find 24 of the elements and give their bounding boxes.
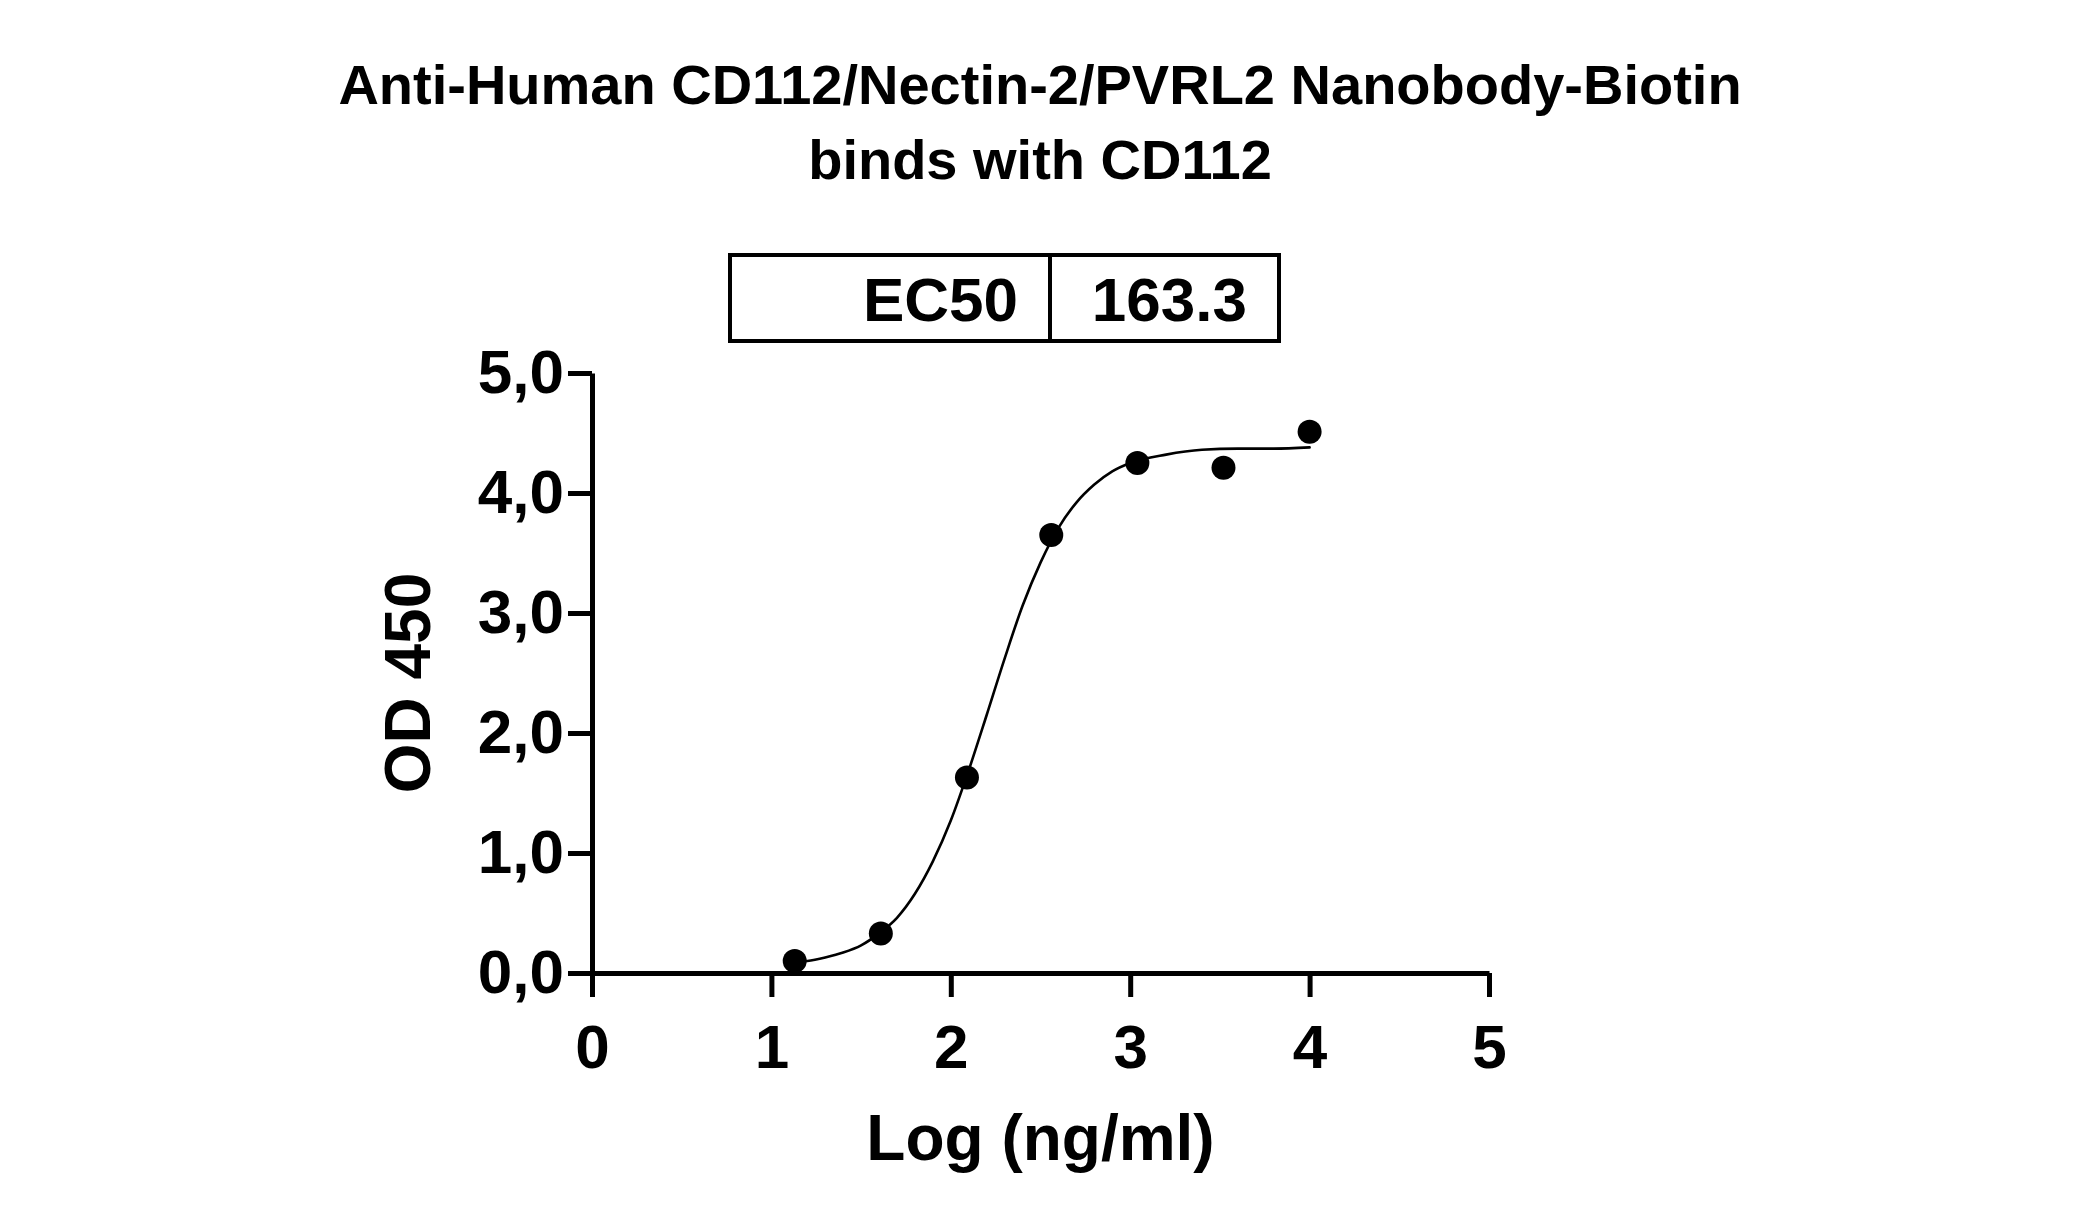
y-tick-label: 5,0 <box>477 337 564 407</box>
x-tick-label: 4 <box>1292 1012 1328 1082</box>
x-tick-label: 3 <box>1113 1012 1148 1082</box>
y-tick-label: 2,0 <box>477 697 564 767</box>
point <box>1125 451 1150 475</box>
point <box>1039 523 1064 547</box>
x-tick-label: 1 <box>754 1012 790 1082</box>
y-tick-label: 3,0 <box>477 577 564 647</box>
point <box>868 921 893 946</box>
x-tick-label: 2 <box>934 1012 969 1082</box>
point <box>954 765 979 790</box>
y-tick-label: 4,0 <box>477 457 564 527</box>
x-axis-title: Log (ng/ml) <box>866 1102 1215 1174</box>
text: EC50 <box>862 265 1018 334</box>
y-axis-title: OD 450 <box>372 572 444 794</box>
y-tick-label: 1,0 <box>477 817 564 887</box>
point <box>782 949 807 973</box>
point <box>1297 419 1322 444</box>
x-tick-label: 5 <box>1472 1012 1507 1082</box>
y-tick-label: 0,0 <box>477 937 564 1007</box>
point <box>1211 455 1236 480</box>
chart-title: Anti-Human CD112/Nectin-2/PVRL2 Nanobody-Biotin binds with CD112 <box>338 53 1742 191</box>
text: 163.3 <box>1091 265 1247 334</box>
x-tick-label: 0 <box>575 1012 610 1082</box>
